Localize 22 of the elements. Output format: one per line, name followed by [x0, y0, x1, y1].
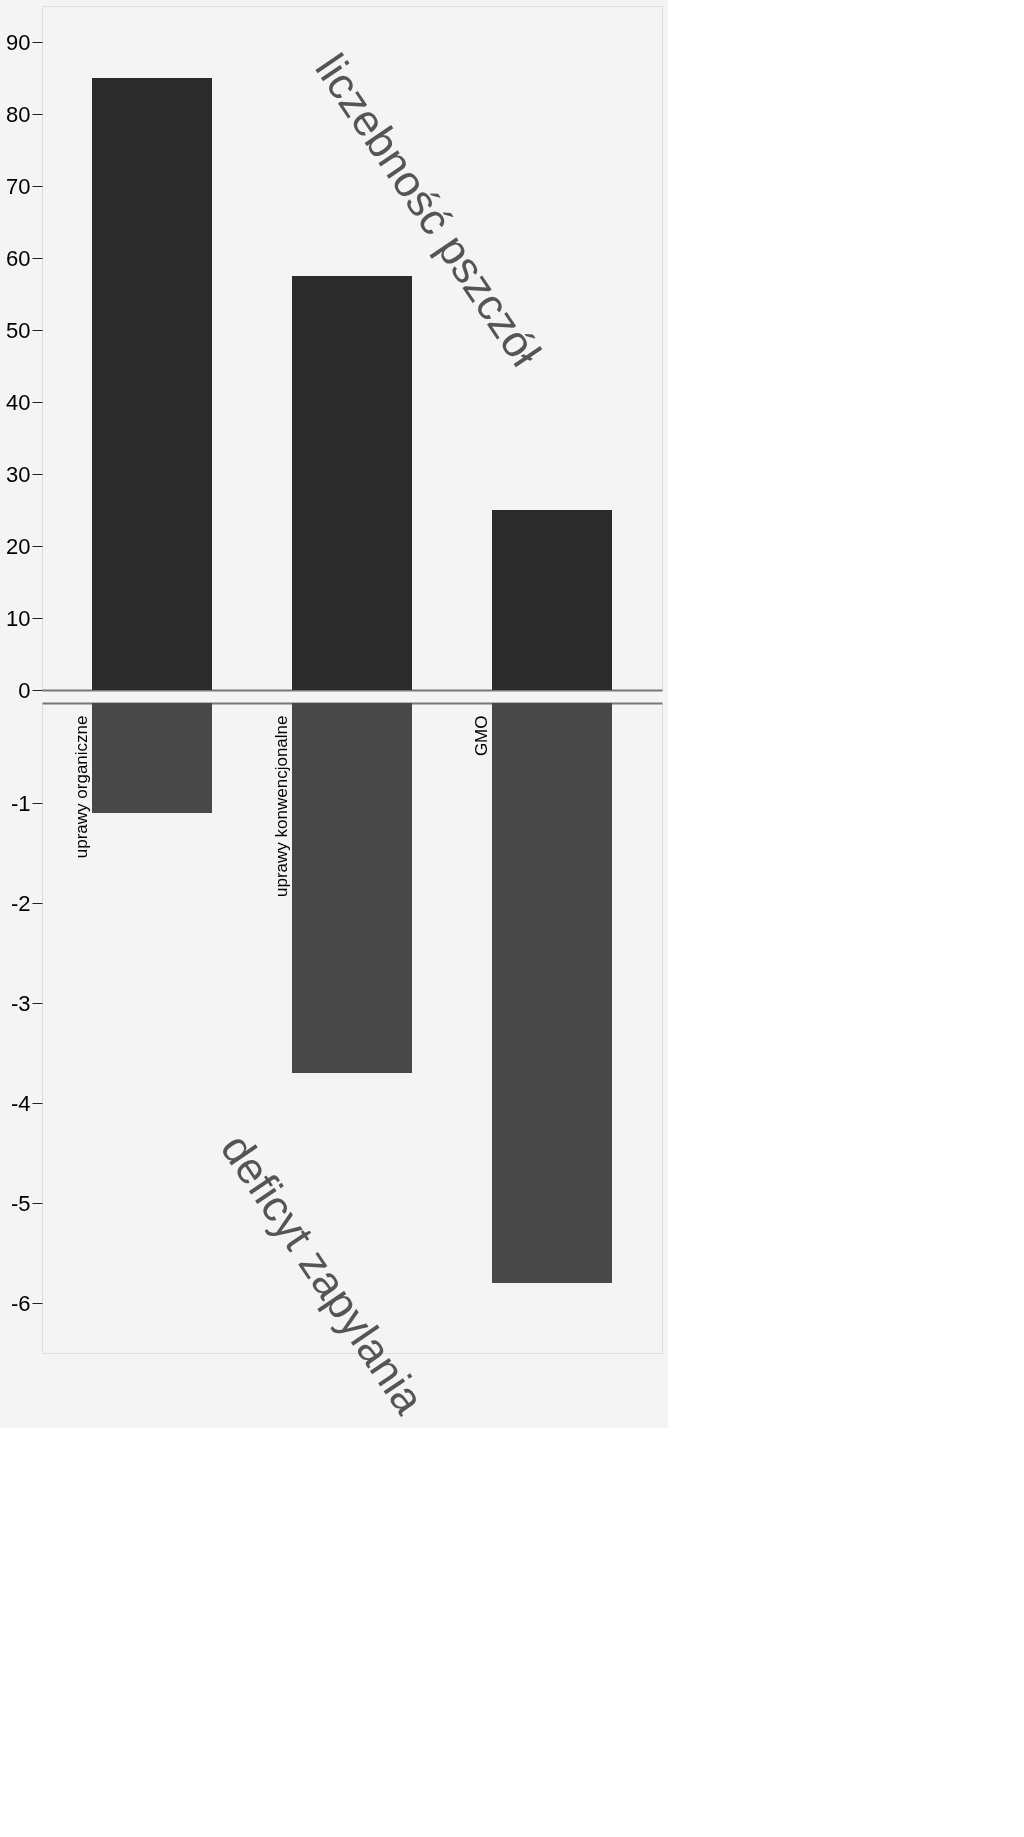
x-tick-label: uprawy organiczne [72, 715, 91, 859]
y-tick-label: 50 [6, 317, 31, 343]
y-tick-label: 40 [6, 389, 31, 415]
y-tick-label: 70 [6, 173, 31, 199]
x-tick-label: uprawy konwencjonalne [272, 715, 291, 897]
y-tick-label: 80 [6, 101, 31, 127]
y-tick-label: -5 [10, 1190, 31, 1216]
y-tick-label: 10 [6, 605, 31, 631]
y-tick-label: -2 [10, 890, 31, 916]
y-tick-label: 30 [6, 461, 31, 487]
y-tick-label: -6 [10, 1290, 31, 1316]
y-tick-label: 0 [18, 677, 31, 703]
bar [492, 510, 612, 690]
y-tick-label: 90 [6, 29, 31, 55]
y-tick-label: 20 [6, 533, 31, 559]
y-tick-label: 60 [6, 245, 31, 271]
y-tick-label: -4 [10, 1090, 31, 1116]
bar [92, 78, 212, 690]
y-tick-label: -3 [10, 990, 31, 1016]
x-tick-label: GMO [472, 715, 491, 757]
bar [292, 276, 412, 690]
y-tick-label: -1 [10, 790, 31, 816]
